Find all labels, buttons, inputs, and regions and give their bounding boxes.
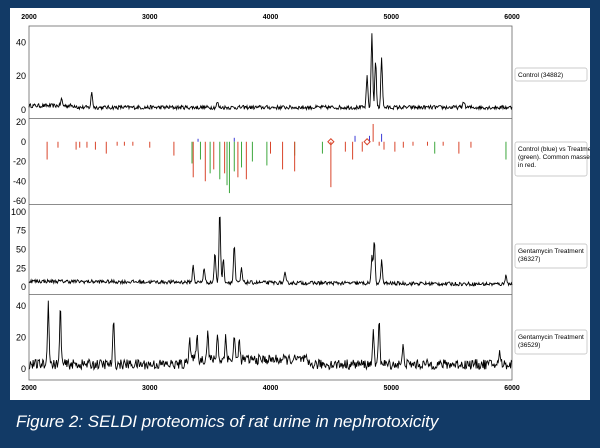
y-tick-label: 20 bbox=[16, 117, 26, 127]
common-mass-marker bbox=[363, 138, 371, 146]
y-tick-label: 20 bbox=[16, 71, 26, 81]
y-tick-label: 40 bbox=[16, 37, 26, 47]
series-label: (green). Common masses bbox=[518, 154, 590, 161]
x-tick-label-top: 5000 bbox=[383, 14, 399, 21]
series-label: (36327) bbox=[518, 256, 540, 263]
y-tick-label: 25 bbox=[16, 263, 26, 273]
y-tick-label: 100 bbox=[11, 207, 26, 217]
spectrum-trace bbox=[28, 33, 513, 111]
y-tick-label: -60 bbox=[13, 196, 26, 206]
figure-caption: Figure 2: SELDI proteomics of rat urine … bbox=[16, 412, 439, 431]
series-label: Gentamycin Treatment bbox=[518, 248, 584, 255]
figure-body: 2000 2000 3000 3000 4000 4000 5000 5000 6000 6000… bbox=[10, 8, 590, 400]
series-label-box: Control (blue) vs Treatment(green). Comm… bbox=[514, 141, 590, 177]
label-box-frame bbox=[514, 67, 588, 82]
series-label: (36529) bbox=[518, 342, 540, 349]
x-tick-label-bottom: 5000 bbox=[383, 385, 399, 392]
x-tick-label-top: 2000 bbox=[21, 14, 37, 21]
label-box-frame bbox=[514, 141, 588, 177]
series-label: Gentamycin Treatment bbox=[518, 334, 584, 341]
seldi-chart: 2000200030003000400040005000500060006000… bbox=[11, 14, 590, 392]
series-label-box: Gentamycin Treatment(36327) bbox=[514, 243, 588, 269]
x-tick-label-bottom: 3000 bbox=[142, 385, 158, 392]
y-tick-label: 0 bbox=[21, 282, 26, 292]
x-tick-label-top: 4000 bbox=[263, 14, 279, 21]
peak-point bbox=[219, 214, 221, 216]
x-tick-label-top: 6000 bbox=[504, 14, 520, 21]
y-tick-label: -40 bbox=[13, 176, 26, 186]
label-box-frame bbox=[514, 329, 588, 355]
y-tick-label: 0 bbox=[21, 364, 26, 374]
series-label: Control (blue) vs Treatment bbox=[518, 146, 590, 153]
y-tick-label: 75 bbox=[16, 226, 26, 236]
x-tick-label-bottom: 2000 bbox=[21, 385, 37, 392]
y-tick-label: 0 bbox=[21, 105, 26, 115]
common-mass-marker bbox=[327, 138, 335, 146]
spectrum-trace bbox=[28, 300, 513, 371]
y-tick-label: 40 bbox=[16, 301, 26, 311]
spectrum-trace bbox=[28, 216, 513, 287]
series-label: in red. bbox=[518, 162, 536, 169]
series-label-box: Control (34882) bbox=[514, 67, 588, 82]
x-tick-label-bottom: 6000 bbox=[504, 385, 520, 392]
label-box-frame bbox=[514, 243, 588, 269]
y-tick-label: 50 bbox=[16, 245, 26, 255]
series-label-box: Gentamycin Treatment(36529) bbox=[514, 329, 588, 355]
y-tick-label: 20 bbox=[16, 333, 26, 343]
x-tick-label-top: 3000 bbox=[142, 14, 158, 21]
plot-frame bbox=[28, 25, 513, 381]
y-tick-label: -20 bbox=[13, 157, 26, 167]
y-tick-label: 0 bbox=[21, 137, 26, 147]
peak-point bbox=[378, 321, 380, 323]
x-tick-label-bottom: 4000 bbox=[263, 385, 279, 392]
series-label: Control (34882) bbox=[518, 72, 563, 79]
